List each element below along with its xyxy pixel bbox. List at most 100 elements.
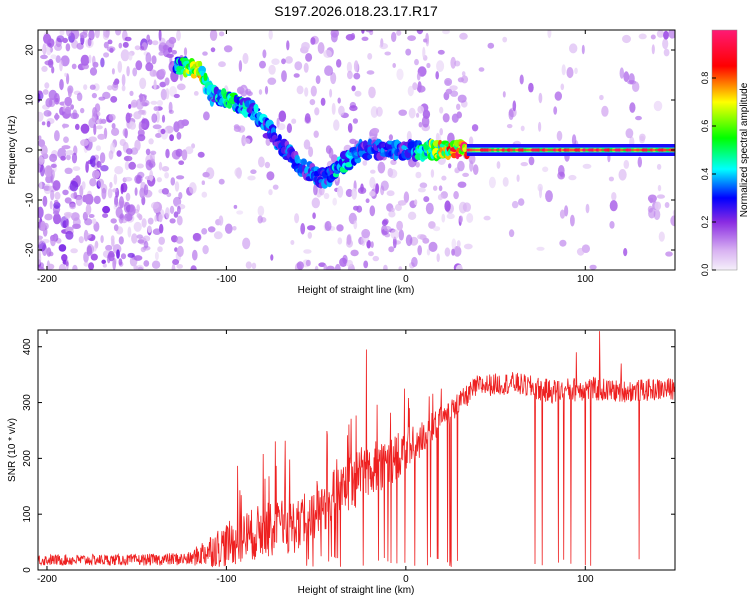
spectrogram-speckle: [160, 128, 166, 135]
spectrogram-speckle: [192, 249, 198, 261]
spectrogram-speckle: [405, 48, 412, 56]
spectrogram-speckle: [314, 265, 319, 270]
spectrogram-speckle: [38, 253, 42, 265]
spectrogram-speckle: [337, 237, 343, 245]
spectrogram-speckle: [54, 191, 61, 200]
spectrogram-speckle: [365, 198, 370, 203]
spectrogram-speckle: [388, 210, 396, 218]
spectrogram-speckle: [157, 246, 163, 253]
spectrogram-speckle: [329, 88, 333, 98]
spectrogram-speckle: [105, 244, 113, 251]
spectrogram-speckle: [92, 107, 98, 117]
spectrogram-speckle: [520, 125, 525, 132]
spectrogram-speckle: [444, 200, 451, 212]
spectrogram-speckle: [451, 248, 455, 256]
spectrogram-speckle: [48, 58, 54, 68]
spectrogram-speckle: [632, 81, 640, 92]
spectrogram-speckle: [139, 187, 146, 199]
spectrogram-speckle: [388, 134, 393, 141]
spectrogram-speckle: [89, 84, 96, 90]
spectrogram-speckle: [168, 101, 173, 113]
spectrogram-speckle: [50, 189, 55, 201]
spectrogram-speckle: [188, 182, 197, 194]
spectrogram-speckle: [430, 169, 435, 178]
spectrogram-speckle: [102, 91, 111, 99]
spectrogram-speckle: [72, 166, 81, 172]
spectrogram-speckle: [317, 42, 325, 54]
spectrogram-speckle: [64, 213, 72, 219]
spectrogram-speckle: [151, 260, 161, 269]
spectrogram-speckle: [161, 188, 169, 195]
spectrogram-speckle: [40, 220, 46, 232]
spectrogram-speckle: [166, 53, 174, 58]
spectrogram-speckle: [117, 60, 123, 73]
spectrogram-speckle: [247, 175, 256, 181]
spectrogram-speckle: [75, 196, 83, 207]
spectrogram-speckle: [423, 196, 430, 203]
spectrogram-speckle: [407, 35, 416, 41]
spectrogram-speckle: [141, 99, 150, 107]
spectrogram-speckle: [663, 30, 669, 40]
spectrogram-speckle: [342, 254, 348, 265]
spectrogram-speckle: [110, 218, 117, 224]
spectrogram-speckle: [390, 229, 400, 240]
spectrogram-speckle: [88, 54, 92, 64]
spectrogram-speckle: [110, 96, 118, 103]
spectrogram-speckle: [265, 137, 271, 146]
spectrogram-speckle: [126, 148, 133, 155]
spectrogram-speckle: [38, 206, 44, 219]
spectrogram-ridge-mark: [302, 159, 307, 164]
spectrogram-speckle: [38, 237, 43, 245]
spectrogram-speckle: [136, 234, 143, 239]
spectrogram-speckle: [93, 123, 97, 136]
spectrogram-speckle: [423, 38, 428, 43]
spectrogram-speckle: [325, 145, 332, 154]
spectrogram-speckle: [45, 175, 53, 184]
spectrogram-speckle: [125, 192, 131, 202]
spectrogram-speckle: [635, 115, 642, 121]
spectrogram-speckle: [153, 79, 157, 90]
spectrogram-speckle: [272, 184, 279, 190]
spectrogram-speckle: [151, 113, 158, 123]
spectrogram-speckle: [528, 156, 535, 166]
spectrogram-speckle: [539, 186, 542, 199]
spectrogram-speckle: [108, 150, 114, 160]
spectrogram-speckle: [361, 228, 371, 239]
spectrogram-speckle: [251, 262, 257, 269]
spectrogram-speckle: [468, 136, 474, 146]
spectrogram-speckle: [89, 67, 98, 76]
spectrogram-speckle: [133, 111, 142, 120]
spectrogram-ridge-mark: [198, 60, 203, 68]
spectrogram-speckle: [264, 85, 269, 95]
spectrogram-speckle: [502, 91, 506, 98]
spectrogram-speckle: [148, 138, 154, 145]
spectrogram-speckle: [164, 77, 170, 86]
spectrogram-speckle: [50, 163, 57, 168]
snr-y-tick-label: 200: [22, 450, 33, 467]
spectrogram-speckle: [58, 263, 67, 270]
spectrogram-speckle: [257, 215, 263, 224]
spectrogram-speckle: [483, 215, 491, 221]
spectrogram-speckle: [114, 195, 119, 208]
snr-panel: -200 -100 0 100 0 100 200 300 400 Height of str…: [7, 329, 676, 596]
spectrogram-speckle: [127, 252, 135, 258]
spectrogram-x-label: Height of straight line (km): [298, 285, 415, 296]
spectrogram-speckle: [354, 90, 362, 97]
spectrogram-speckle: [352, 118, 358, 124]
spectrogram-speckle: [390, 207, 395, 212]
spectrogram-speckle: [585, 203, 590, 214]
spectrogram-speckle: [338, 105, 345, 116]
spectrogram-speckle: [384, 51, 392, 56]
spectrogram-speckle: [415, 161, 420, 168]
spectrogram-speckle: [52, 180, 61, 191]
spectrogram-speckle: [150, 152, 155, 164]
spectrogram-speckle: [145, 62, 154, 72]
spectrogram-speckle: [346, 61, 352, 73]
spectrogram-y-tick-label: 10: [25, 94, 36, 106]
spectrogram-speckle: [441, 213, 446, 223]
spectrogram-speckle: [63, 136, 69, 143]
spectrogram-speckle: [449, 85, 458, 91]
spectrogram-speckle: [136, 204, 140, 212]
spectrogram-speckle: [323, 49, 332, 59]
spectrogram-speckle: [286, 40, 290, 51]
